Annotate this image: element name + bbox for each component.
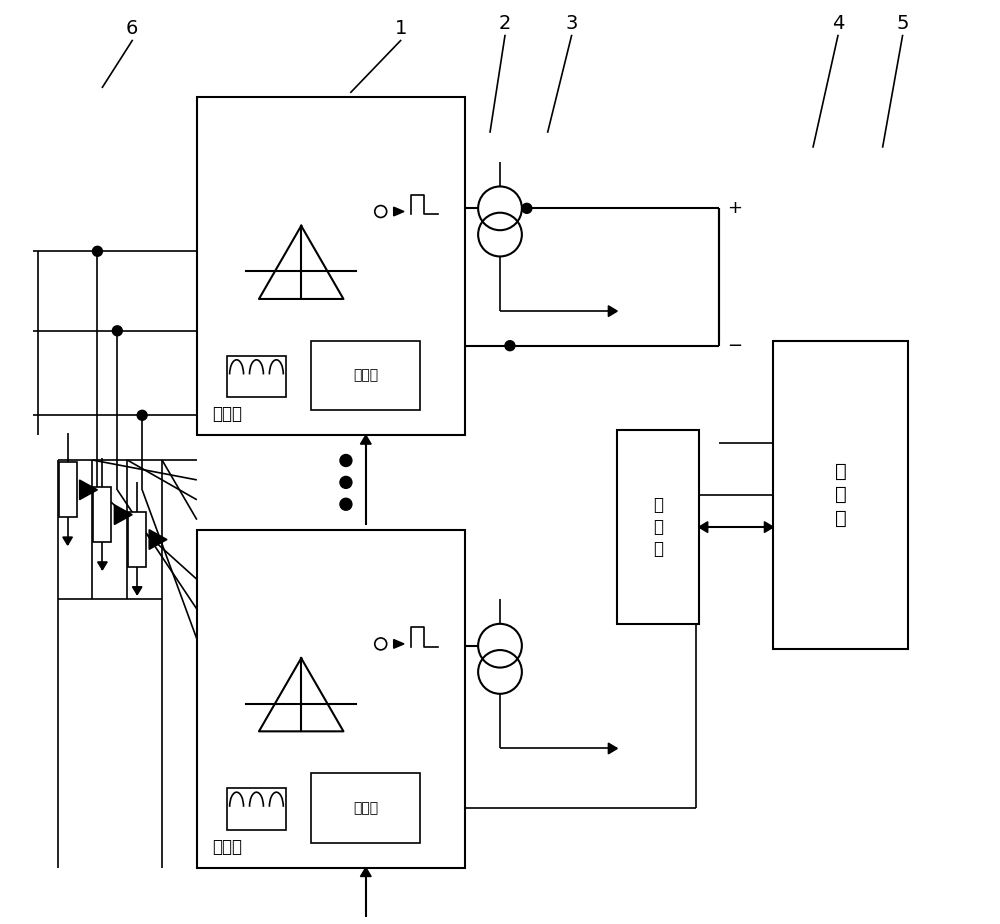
Bar [227,788,286,830]
Bar [197,529,465,868]
Circle shape [137,410,147,420]
Bar [773,341,908,649]
Text: 控制器: 控制器 [353,369,378,383]
Text: 路
由
器: 路 由 器 [653,496,663,558]
Polygon shape [132,587,142,595]
Text: 整流桥: 整流桥 [212,838,242,856]
Bar [311,773,420,843]
Text: 整流桥: 整流桥 [212,406,242,423]
Circle shape [340,498,352,510]
Text: −: − [727,336,742,355]
Polygon shape [360,435,371,444]
Bar [617,431,699,624]
Bar [128,512,146,566]
Bar [197,97,465,435]
Text: 6: 6 [126,18,138,38]
Text: 3: 3 [565,14,578,32]
Circle shape [505,341,515,351]
Circle shape [112,326,122,335]
Text: 5: 5 [896,14,909,32]
Text: 调
节
器: 调 节 器 [835,462,846,528]
Circle shape [92,247,102,256]
Polygon shape [394,207,404,216]
Polygon shape [114,505,132,525]
Polygon shape [764,522,773,532]
Polygon shape [149,529,167,550]
Polygon shape [80,480,97,500]
Circle shape [522,203,532,213]
Bar [93,487,111,542]
Text: 1: 1 [394,18,407,38]
Text: 控制器: 控制器 [353,801,378,815]
Polygon shape [608,306,617,317]
Bar [227,356,286,397]
Polygon shape [63,537,72,545]
Polygon shape [98,562,107,570]
Polygon shape [608,743,617,754]
Bar [59,463,77,517]
Circle shape [340,455,352,467]
Polygon shape [699,522,708,532]
Polygon shape [360,868,371,877]
Bar [311,341,420,410]
Circle shape [340,477,352,489]
Text: 4: 4 [832,14,844,32]
Text: +: + [727,200,742,217]
Polygon shape [394,639,404,649]
Text: 2: 2 [499,14,511,32]
